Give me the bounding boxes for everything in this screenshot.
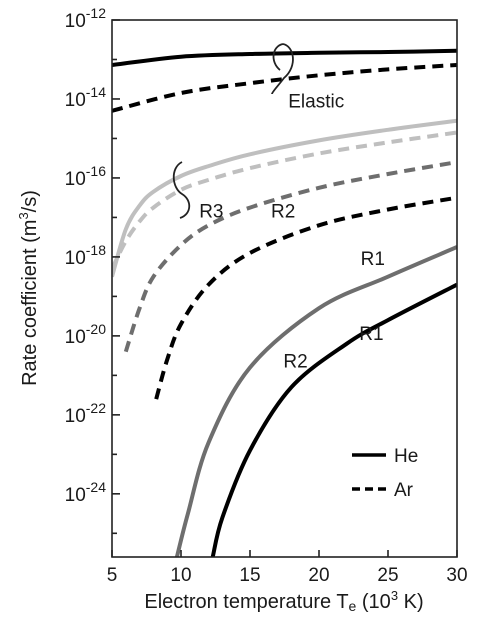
series-he-elastic-line <box>112 48 457 67</box>
y-tick-label: 10-16 <box>65 163 107 190</box>
x-tick-label: 20 <box>308 565 329 586</box>
x-tick-label: 25 <box>377 565 398 586</box>
y-tick-label: 10-14 <box>65 84 107 111</box>
bracket-marks <box>172 43 294 219</box>
curve-label-r2: R2 <box>271 201 295 222</box>
y-tick-label: 10-22 <box>65 400 107 427</box>
x-tick-label: 5 <box>107 565 118 586</box>
series-ar-r1-line <box>154 195 457 400</box>
curve-label-elastic: Elastic <box>288 92 344 113</box>
x-tick-label: 10 <box>170 565 191 586</box>
curve-label-r1: R1 <box>361 249 385 270</box>
legend-ar-label: Ar <box>394 480 414 501</box>
y-tick-label: 10-18 <box>65 242 107 269</box>
r3-bracket <box>172 161 191 219</box>
series-he-r2-line <box>123 160 457 353</box>
series-lines <box>112 48 457 557</box>
x-axis-title: Electron temperature Te (103 K) <box>144 588 423 614</box>
y-tick-label: 10-20 <box>65 321 107 348</box>
y-axis-title: Rate coefficient (m3/s) <box>16 190 41 386</box>
series-he-r1-line <box>210 282 457 557</box>
series-ar-elastic-line <box>112 63 457 113</box>
x-tick-label: 15 <box>239 565 260 586</box>
curve-labels: Elastic R3 R2 R1 R2 R1 <box>199 92 385 373</box>
y-axis-ticks: 10-12 10-14 10-16 10-18 10-20 10-22 10-24 <box>65 5 120 535</box>
legend-he-label: He <box>394 446 418 467</box>
x-axis-ticks: 5 10 15 20 25 30 <box>107 550 468 586</box>
series-he-r2-line <box>174 245 457 557</box>
curve-label-r2: R2 <box>283 351 307 372</box>
series-ar-r3-line <box>112 130 457 270</box>
x-tick-label: 30 <box>446 565 467 586</box>
plot-frame <box>111 19 458 558</box>
series-he-r3-line <box>112 118 457 278</box>
curve-label-r1: R1 <box>359 324 383 345</box>
y-tick-label: 10-24 <box>65 479 107 506</box>
legend: He Ar <box>352 446 418 501</box>
elastic-bracket <box>271 43 294 95</box>
y-tick-label: 10-12 <box>65 5 107 32</box>
curve-label-r3: R3 <box>199 201 223 222</box>
